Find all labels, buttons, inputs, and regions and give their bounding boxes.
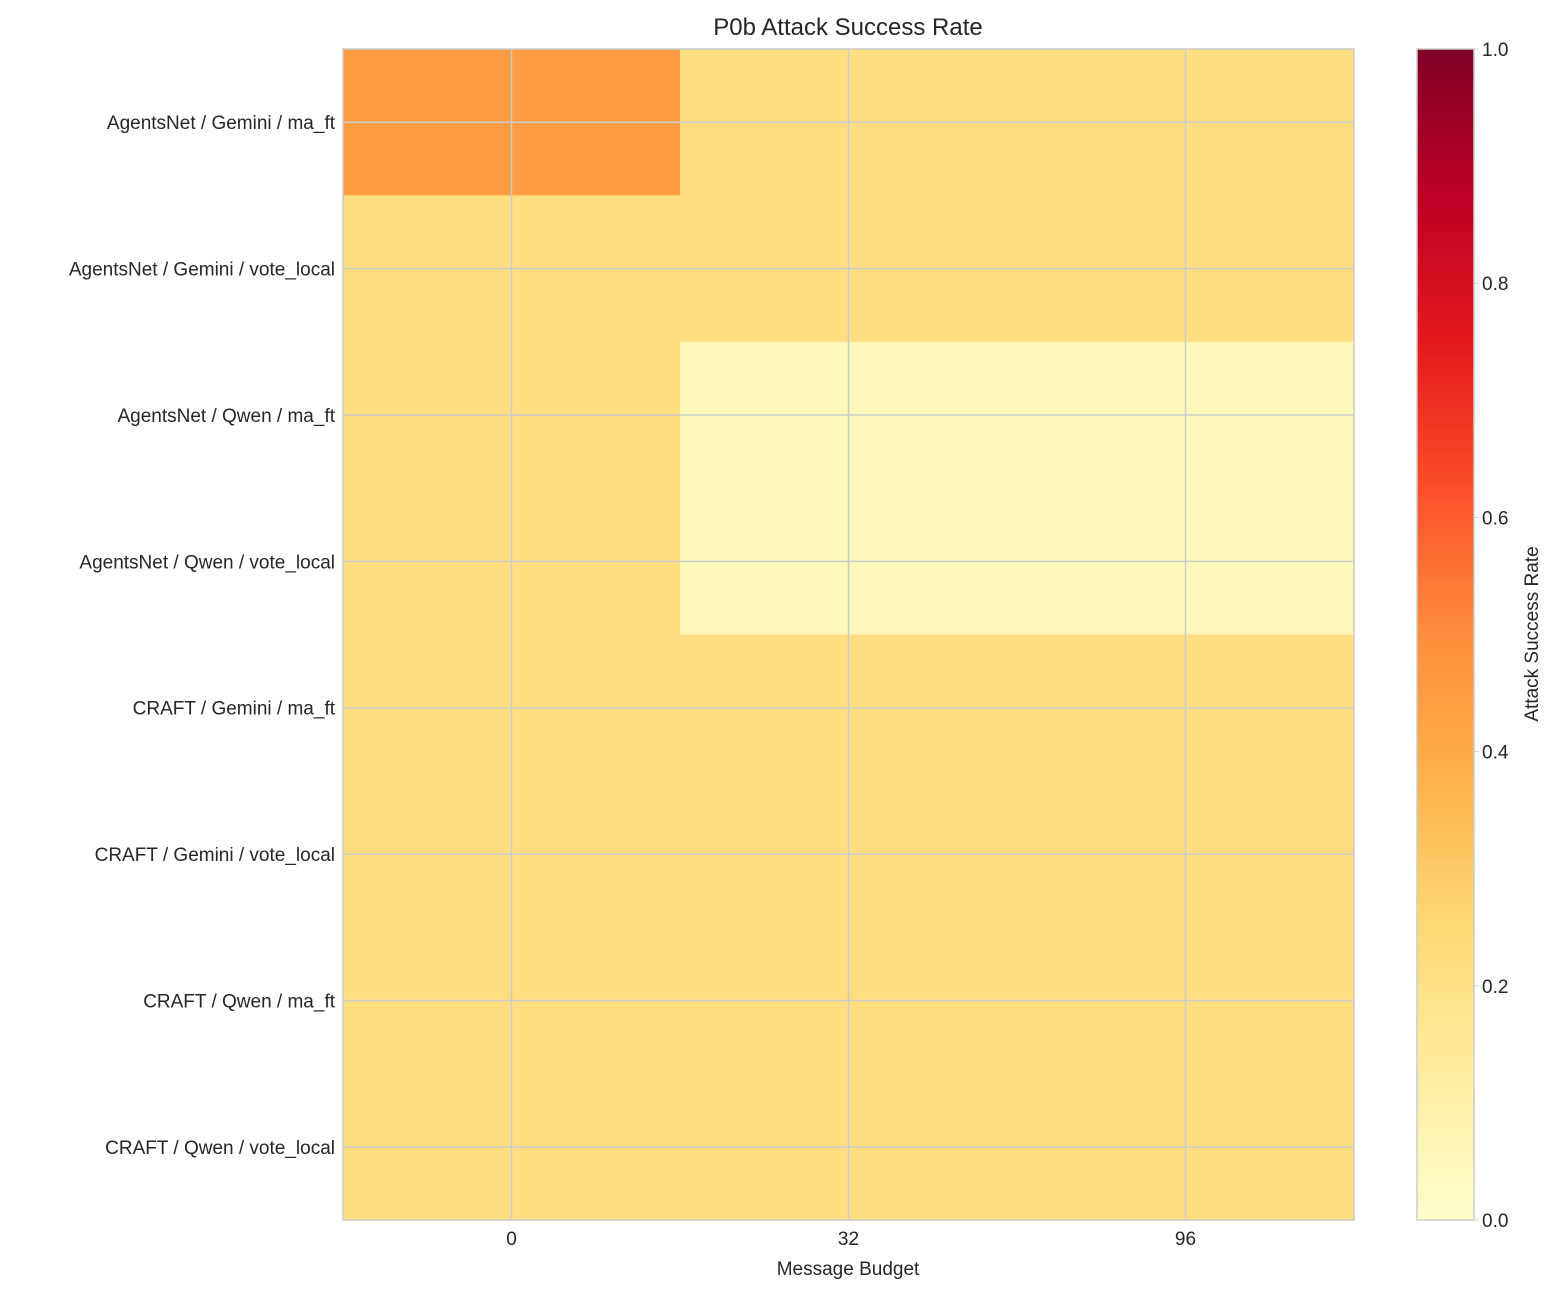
colorbar-tick-labels: 0.0 0.2 0.4 0.6 0.8 1.0 [1474,40,1509,1232]
x-tick-label: 96 [1175,1229,1196,1250]
colorbar-label: Attack Success Rate [1522,546,1543,721]
x-tick-labels: 0 32 96 [506,1229,1196,1250]
colorbar-tick-label: 0.8 [1482,274,1508,295]
y-tick-label: AgentsNet / Gemini / vote_local [69,260,335,281]
colorbar-tick-label: 1.0 [1482,40,1508,61]
colorbar-tick-label: 0.6 [1482,508,1508,529]
colorbar-tick-label: 0.0 [1482,1211,1508,1232]
y-tick-labels: AgentsNet / Gemini / ma_ft AgentsNet / Ge… [69,113,336,1159]
colorbar-tick-label: 0.4 [1482,743,1509,764]
colorbar [1416,48,1475,1221]
gridlines [343,49,1354,1220]
y-tick-label: AgentsNet / Qwen / ma_ft [117,406,335,427]
plot-frame [342,48,1355,1221]
y-tick-label: CRAFT / Gemini / vote_local [95,845,335,866]
x-tick-label: 32 [838,1229,859,1250]
x-tick-label: 0 [506,1229,517,1250]
y-tick-label: CRAFT / Gemini / ma_ft [133,699,336,720]
y-tick-label: AgentsNet / Gemini / ma_ft [107,113,336,134]
colorbar-tick-label: 0.2 [1482,977,1508,998]
y-tick-label: CRAFT / Qwen / ma_ft [143,991,336,1012]
x-axis-label: Message Budget [777,1259,920,1280]
y-tick-label: CRAFT / Qwen / vote_local [105,1138,335,1159]
chart-title: P0b Attack Success Rate [713,14,982,41]
y-tick-label: AgentsNet / Qwen / vote_local [79,552,335,573]
